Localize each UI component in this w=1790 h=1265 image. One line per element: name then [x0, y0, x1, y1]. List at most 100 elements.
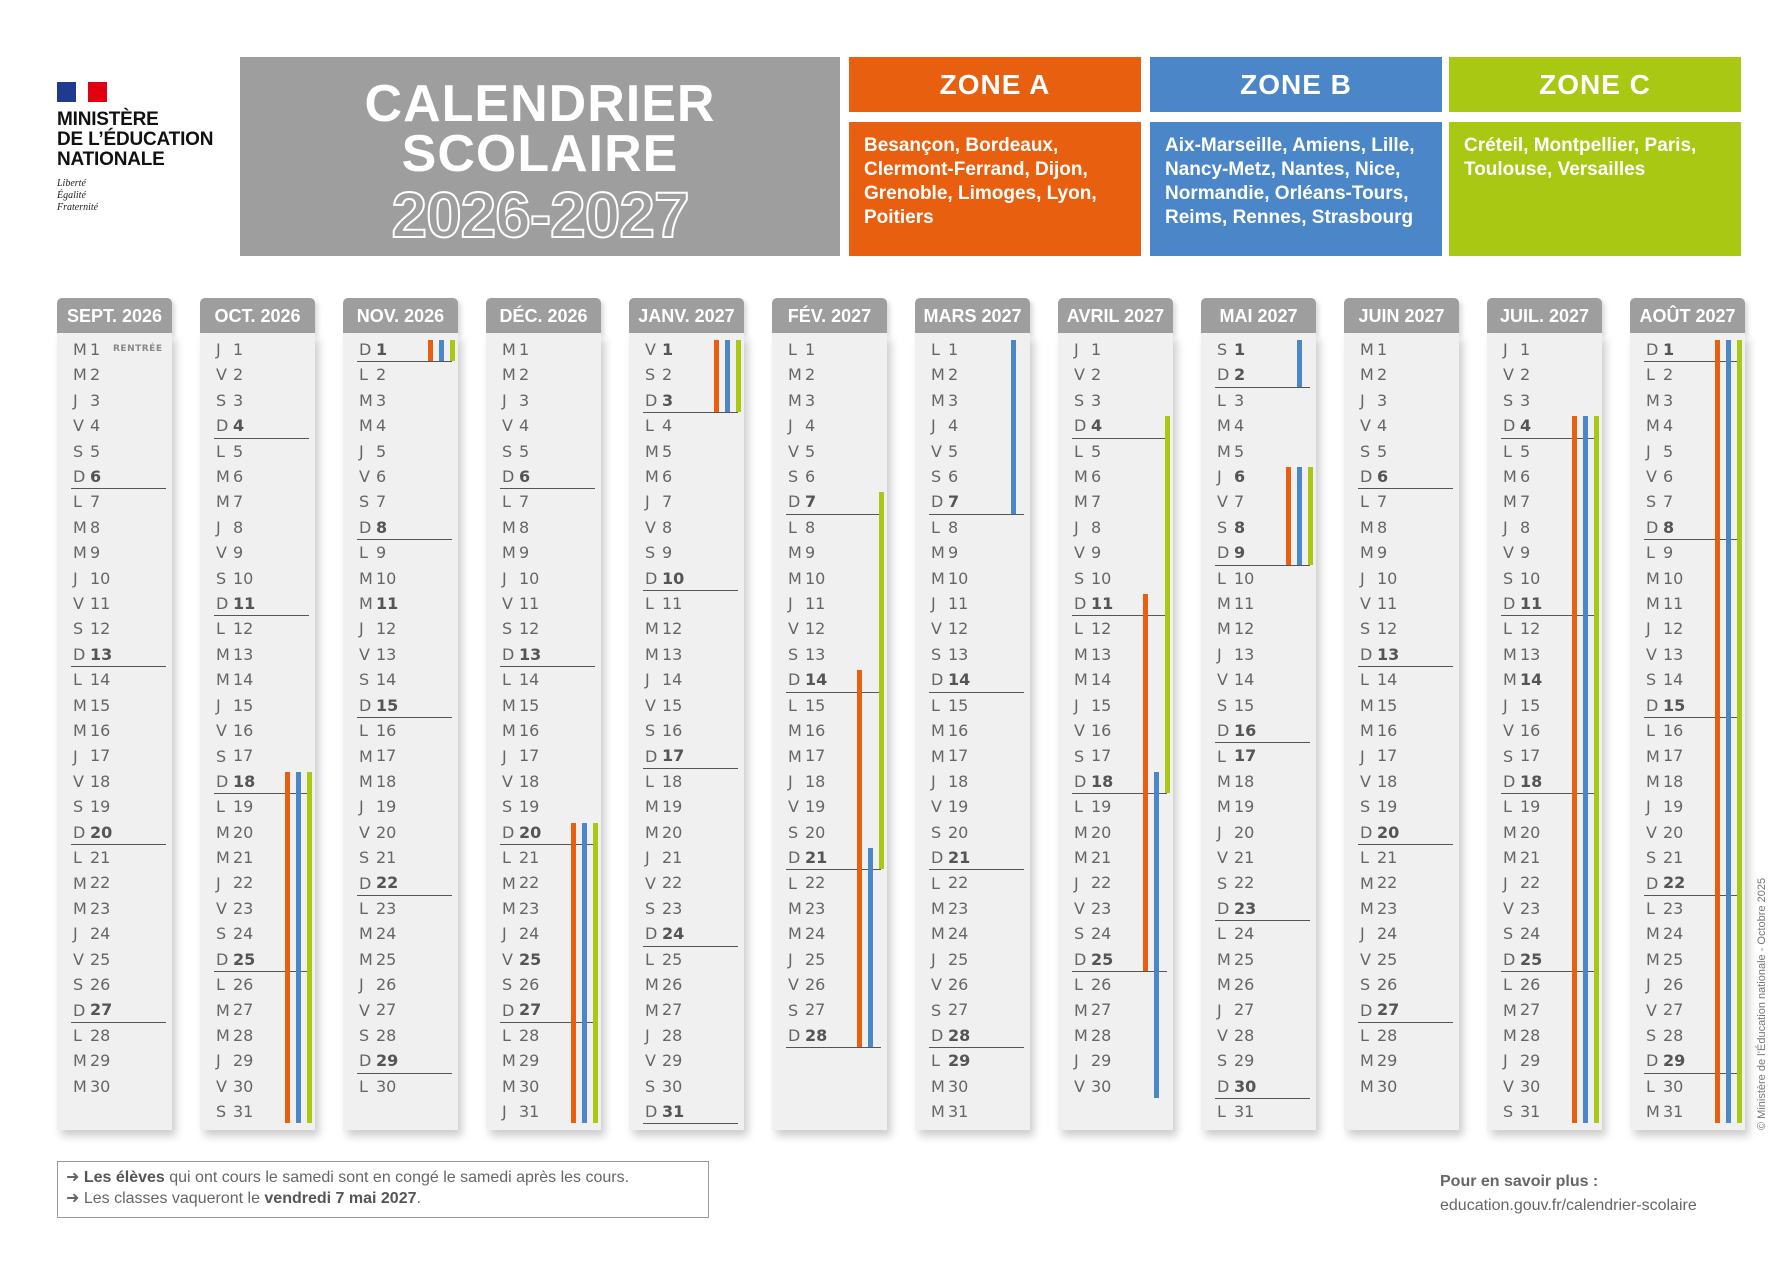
weekday-letters: MMJVSDLMMJVSDLMMJVSDLMMJVSDLMMJ	[502, 340, 516, 1122]
day-row: 2	[1487, 362, 1602, 387]
day-row: 28	[1487, 1023, 1602, 1048]
day-row: 9	[772, 540, 887, 565]
day-number: 27	[1377, 1000, 1400, 1020]
more-info-link[interactable]: education.gouv.fr/calendrier-scolaire	[1440, 1197, 1697, 1214]
day-number: 15	[1377, 695, 1398, 715]
day-number: 19	[1091, 797, 1112, 817]
day-row: 21	[629, 845, 744, 870]
day-row: 29	[1630, 1048, 1745, 1074]
day-number: 18	[233, 771, 256, 791]
day-row: 4	[343, 413, 458, 438]
day-row: 10	[1058, 566, 1173, 591]
day-number: 26	[519, 975, 540, 994]
day-row: 8	[57, 515, 172, 540]
day-row: 20	[915, 820, 1030, 845]
day-row: 23	[1201, 896, 1316, 922]
day-number: 2	[1377, 365, 1388, 385]
month-header: DÉC. 2026	[486, 298, 601, 333]
day-row: 6	[486, 464, 601, 490]
holiday-bar-zone-b	[1154, 771, 1159, 1098]
day-number: 28	[1520, 1025, 1541, 1045]
day-number: 21	[1091, 848, 1112, 867]
day-row: 1	[1630, 337, 1745, 363]
day-row: 25	[915, 947, 1030, 972]
day-row: 12	[915, 616, 1030, 641]
day-number: 14	[233, 670, 254, 690]
day-number: 16	[233, 721, 254, 740]
day-row: 5	[772, 439, 887, 464]
day-row: 14	[486, 667, 601, 692]
day-row: 4	[486, 413, 601, 438]
day-row: 28	[57, 1023, 172, 1048]
day-row: 16	[486, 718, 601, 743]
day-number: 19	[1520, 797, 1541, 817]
day-number: 13	[376, 644, 397, 664]
weekday-letters: LMMJVSDLMMJVSDLMMJVSDLMMJVSD	[788, 340, 802, 1045]
day-row: 28	[1201, 1023, 1316, 1048]
day-row: 15	[343, 693, 458, 719]
day-number: 20	[376, 822, 397, 842]
day-number: 8	[1091, 517, 1102, 537]
day-number: 26	[1663, 975, 1684, 994]
day-number: 14	[948, 670, 971, 690]
month-days: MMJVSDLMMJVSDLMMJVSDLMMJVSDLMM 1 2 3 4 5 6 7 8 9 1…	[1344, 333, 1459, 1130]
day-number: 26	[233, 975, 254, 994]
day-row: 17	[200, 743, 315, 768]
day-row: 12	[1487, 616, 1602, 641]
day-row: 22	[1344, 870, 1459, 895]
day-row: 12	[486, 616, 601, 641]
day-number: 6	[233, 467, 244, 486]
day-number: 19	[233, 797, 254, 817]
day-number: 28	[1663, 1025, 1684, 1045]
day-row: 23	[57, 896, 172, 921]
day-number: 27	[1520, 1000, 1541, 1020]
day-row: 8	[1487, 515, 1602, 540]
day-row: 12	[772, 616, 887, 641]
day-row: 4	[1630, 413, 1745, 438]
day-number: 12	[90, 619, 111, 639]
day-number: 1	[376, 340, 388, 359]
day-number: 13	[233, 644, 254, 664]
day-row: 18	[486, 769, 601, 794]
day-number: 24	[805, 924, 826, 944]
day-number: 20	[1234, 822, 1255, 842]
day-row: 8	[200, 515, 315, 540]
day-number: 6	[1663, 467, 1674, 486]
zone-a-label: ZONE A	[849, 57, 1141, 112]
day-row: 26	[57, 972, 172, 997]
day-row: 30	[200, 1074, 315, 1099]
day-row: 10	[1344, 566, 1459, 591]
day-number: 3	[1091, 390, 1102, 410]
day-number: 30	[90, 1076, 111, 1096]
day-number: 7	[805, 492, 817, 512]
weekday-letters: DLMMJVSDLMMJVSDLMMJVSDLMMJVSDL	[359, 340, 373, 1096]
day-row: 22	[1201, 870, 1316, 895]
day-number: 16	[90, 721, 111, 740]
marianne-flag-icon	[57, 82, 107, 102]
day-row: 29	[343, 1048, 458, 1074]
day-number: 22	[1234, 873, 1255, 893]
day-number: 18	[1663, 771, 1684, 791]
day-number: 13	[1377, 644, 1400, 664]
day-row: 9	[915, 540, 1030, 565]
holiday-bar-zone-c	[307, 771, 312, 1124]
day-number: 15	[90, 695, 111, 715]
day-number: 23	[90, 898, 111, 918]
day-row: 27	[343, 997, 458, 1022]
day-row: 12	[1344, 616, 1459, 641]
day-row: 13	[57, 642, 172, 668]
holiday-bar-zone-b	[582, 822, 587, 1124]
day-row: 14	[1058, 667, 1173, 692]
day-number: 13	[1520, 644, 1541, 664]
holiday-bar-zone-b	[296, 771, 301, 1124]
day-row: 3	[57, 388, 172, 413]
day-number: 9	[1091, 543, 1102, 563]
day-row: 13	[1630, 642, 1745, 667]
day-number: 8	[90, 517, 101, 537]
day-number: 2	[805, 365, 816, 385]
day-row: 7	[629, 489, 744, 514]
day-number: 7	[1663, 492, 1674, 512]
day-row: 25	[200, 947, 315, 973]
day-number: 9	[805, 543, 816, 563]
day-number: 11	[1234, 594, 1255, 613]
